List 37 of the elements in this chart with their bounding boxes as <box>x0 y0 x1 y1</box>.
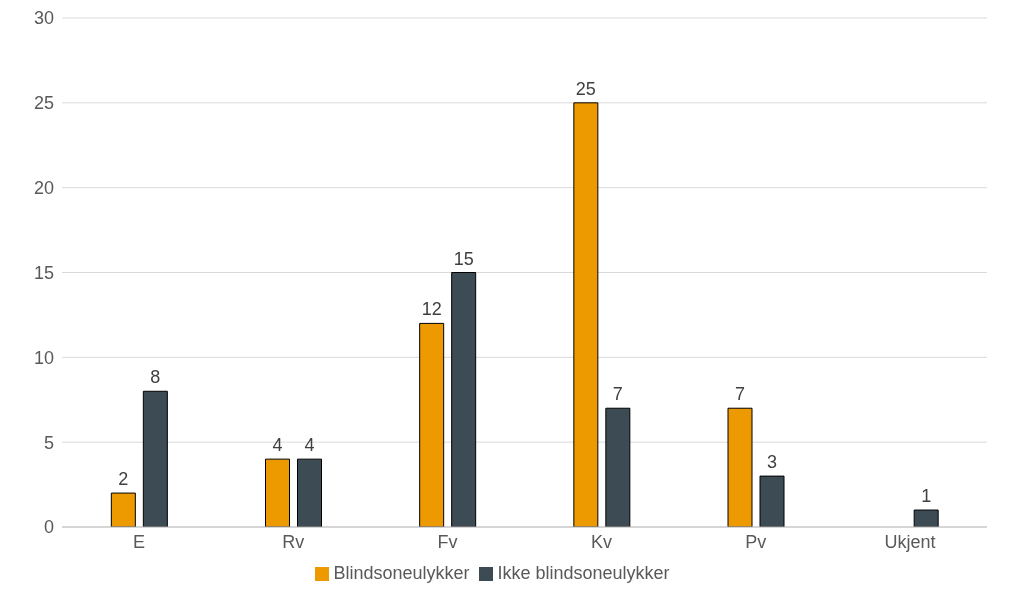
bar <box>605 407 631 527</box>
x-tick-label: E <box>133 531 146 552</box>
bar <box>419 322 445 527</box>
y-tick-label: 5 <box>43 432 54 453</box>
bar <box>451 272 477 527</box>
data-label: 7 <box>612 384 623 405</box>
data-label: 3 <box>766 452 778 473</box>
y-tick-label: 15 <box>33 262 54 283</box>
bar <box>727 407 753 527</box>
bar <box>142 390 168 527</box>
bar <box>297 458 322 527</box>
data-label: 2 <box>118 469 129 490</box>
y-tick-label: 10 <box>33 347 54 368</box>
y-tick-label: 0 <box>43 517 54 538</box>
bar <box>913 509 939 527</box>
x-tick-label: Pv <box>745 531 767 552</box>
data-label: 7 <box>734 384 746 405</box>
bar <box>759 475 785 527</box>
data-label: 15 <box>453 248 474 269</box>
y-tick-label: 30 <box>33 8 54 29</box>
x-tick-label: Kv <box>591 531 613 552</box>
bar <box>110 492 136 527</box>
x-tick-label: Rv <box>282 531 305 552</box>
data-label: 12 <box>421 299 442 320</box>
x-tick-label: Fv <box>437 531 458 552</box>
legend-label: Ikke blindsoneulykker <box>497 563 670 583</box>
data-label: 4 <box>272 435 283 456</box>
y-tick-label: 20 <box>33 178 54 199</box>
x-tick-label: Ukjent <box>884 531 936 552</box>
data-label: 4 <box>304 435 315 456</box>
data-label: 1 <box>921 486 932 507</box>
legend-label: Blindsoneulykker <box>333 563 470 583</box>
y-tick-label: 25 <box>33 93 54 114</box>
data-label: 25 <box>575 78 596 99</box>
bar <box>265 458 290 527</box>
bar <box>573 102 599 527</box>
data-label: 8 <box>150 367 161 388</box>
